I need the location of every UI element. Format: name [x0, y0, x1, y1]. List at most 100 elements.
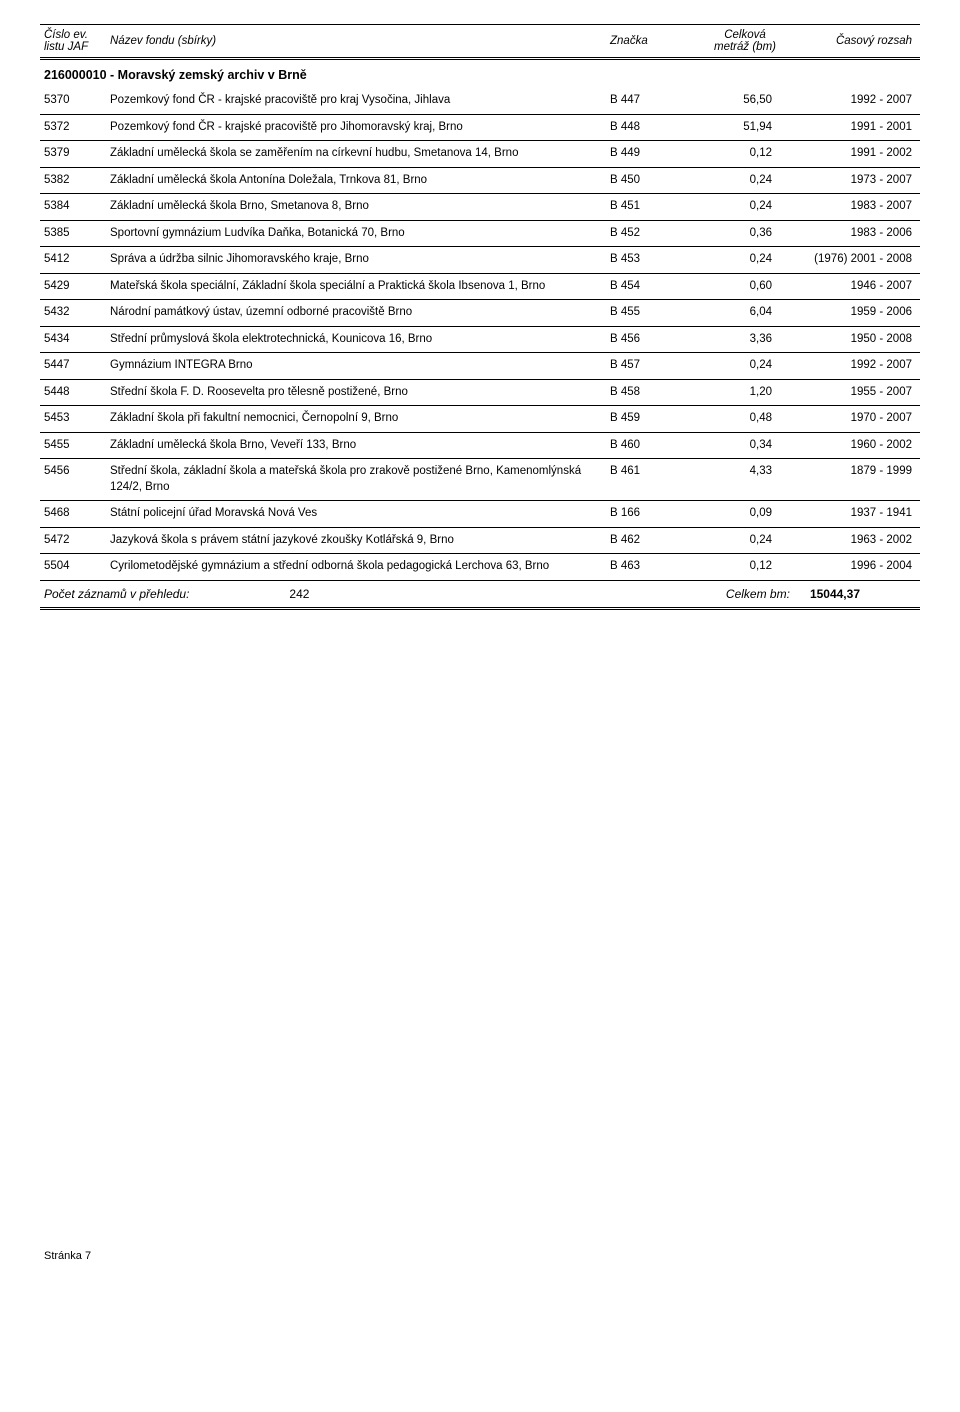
cell-cislo: 5453: [40, 411, 100, 424]
cell-rozsah: 1960 - 2002: [790, 438, 920, 451]
table-row: 5472Jazyková škola s právem státní jazyk…: [40, 528, 920, 555]
cell-nazev: Státní policejní úřad Moravská Nová Ves: [100, 506, 610, 522]
cell-znacka: B 458: [610, 385, 700, 398]
cell-cislo: 5379: [40, 146, 100, 159]
cell-rozsah: 1983 - 2007: [790, 199, 920, 212]
header-rozsah: Časový rozsah: [790, 35, 920, 47]
cell-metraz: 6,04: [700, 305, 790, 318]
cell-metraz: 0,34: [700, 438, 790, 451]
cell-cislo: 5468: [40, 506, 100, 519]
table-row: 5382Základní umělecká škola Antonína Dol…: [40, 168, 920, 195]
cell-metraz: 51,94: [700, 120, 790, 133]
cell-znacka: B 454: [610, 279, 700, 292]
cell-znacka: B 462: [610, 533, 700, 546]
cell-metraz: 0,12: [700, 146, 790, 159]
table-row: 5412Správa a údržba silnic Jihomoravskéh…: [40, 247, 920, 274]
cell-rozsah: 1946 - 2007: [790, 279, 920, 292]
table-row: 5504Cyrilometodějské gymnázium a střední…: [40, 554, 920, 581]
cell-cislo: 5384: [40, 199, 100, 212]
cell-metraz: 0,36: [700, 226, 790, 239]
cell-cislo: 5429: [40, 279, 100, 292]
cell-nazev: Mateřská škola speciální, Základní škola…: [100, 279, 610, 295]
cell-znacka: B 460: [610, 438, 700, 451]
cell-metraz: 4,33: [700, 464, 790, 477]
cell-cislo: 5448: [40, 385, 100, 398]
cell-nazev: Střední škola, základní škola a mateřská…: [100, 464, 610, 495]
table-row: 5384Základní umělecká škola Brno, Smetan…: [40, 194, 920, 221]
cell-metraz: 56,50: [700, 93, 790, 106]
cell-metraz: 0,12: [700, 559, 790, 572]
header-metraz-l2: metráž (bm): [700, 41, 790, 53]
cell-rozsah: 1991 - 2001: [790, 120, 920, 133]
table-row: 5372Pozemkový fond ČR - krajské pracoviš…: [40, 115, 920, 142]
cell-nazev: Základní škola při fakultní nemocnici, Č…: [100, 411, 610, 427]
page-footer: Stránka 7: [40, 1250, 920, 1262]
cell-metraz: 0,24: [700, 533, 790, 546]
table-row: 5434Střední průmyslová škola elektrotech…: [40, 327, 920, 354]
cell-rozsah: 1991 - 2002: [790, 146, 920, 159]
cell-cislo: 5385: [40, 226, 100, 239]
summary-total: 15044,37: [810, 587, 920, 601]
cell-rozsah: 1983 - 2006: [790, 226, 920, 239]
cell-rozsah: 1955 - 2007: [790, 385, 920, 398]
cell-rozsah: 1970 - 2007: [790, 411, 920, 424]
cell-metraz: 3,36: [700, 332, 790, 345]
cell-znacka: B 455: [610, 305, 700, 318]
section-title: 216000010 - Moravský zemský archiv v Brn…: [40, 60, 920, 88]
cell-cislo: 5455: [40, 438, 100, 451]
cell-rozsah: (1976) 2001 - 2008: [790, 252, 920, 265]
table-row: 5453Základní škola při fakultní nemocnic…: [40, 406, 920, 433]
cell-nazev: Pozemkový fond ČR - krajské pracoviště p…: [100, 120, 610, 136]
cell-nazev: Základní umělecká škola Brno, Veveří 133…: [100, 438, 610, 454]
table-row: 5447Gymnázium INTEGRA BrnoB 4570,241992 …: [40, 353, 920, 380]
cell-cislo: 5370: [40, 93, 100, 106]
cell-znacka: B 453: [610, 252, 700, 265]
cell-cislo: 5412: [40, 252, 100, 265]
cell-nazev: Sportovní gymnázium Ludvíka Daňka, Botan…: [100, 226, 610, 242]
cell-znacka: B 459: [610, 411, 700, 424]
table-row: 5455Základní umělecká škola Brno, Veveří…: [40, 433, 920, 460]
cell-metraz: 0,60: [700, 279, 790, 292]
cell-znacka: B 463: [610, 559, 700, 572]
rows-container: 5370 Pozemkový fond ČR - krajské pracoviš…: [40, 88, 920, 581]
cell-metraz: 0,09: [700, 506, 790, 519]
header-metraz: Celková metráž (bm): [700, 29, 790, 53]
table-row: 5468Státní policejní úřad Moravská Nová …: [40, 501, 920, 528]
cell-metraz: 0,24: [700, 252, 790, 265]
table-row: 5432Národní památkový ústav, územní odbo…: [40, 300, 920, 327]
cell-cislo: 5456: [40, 464, 100, 477]
cell-metraz: 0,24: [700, 199, 790, 212]
cell-metraz: 0,24: [700, 358, 790, 371]
cell-znacka: B 457: [610, 358, 700, 371]
summary-row: Počet záznamů v přehledu: 242 Celkem bm:…: [40, 581, 920, 610]
cell-nazev: Základní umělecká škola Antonína Doležal…: [100, 173, 610, 189]
cell-znacka: B 447: [610, 93, 700, 106]
cell-rozsah: 1879 - 1999: [790, 464, 920, 477]
cell-cislo: 5447: [40, 358, 100, 371]
header-nazev: Název fondu (sbírky): [100, 35, 610, 47]
cell-nazev: Cyrilometodějské gymnázium a střední odb…: [100, 559, 610, 575]
cell-rozsah: 1937 - 1941: [790, 506, 920, 519]
cell-znacka: B 166: [610, 506, 700, 519]
header-cislo: Číslo ev. listu JAF: [40, 29, 100, 53]
table-row: 5385Sportovní gymnázium Ludvíka Daňka, B…: [40, 221, 920, 248]
cell-nazev: Národní památkový ústav, územní odborné …: [100, 305, 610, 321]
cell-znacka: B 461: [610, 464, 700, 477]
cell-rozsah: 1992 - 2007: [790, 93, 920, 106]
cell-cislo: 5372: [40, 120, 100, 133]
cell-cislo: 5472: [40, 533, 100, 546]
summary-label: Počet záznamů v přehledu:: [40, 587, 189, 601]
cell-rozsah: 1963 - 2002: [790, 533, 920, 546]
header-znacka: Značka: [610, 35, 700, 47]
table-row: 5448Střední škola F. D. Roosevelta pro t…: [40, 380, 920, 407]
cell-nazev: Správa a údržba silnic Jihomoravského kr…: [100, 252, 610, 268]
summary-count: 242: [189, 587, 309, 601]
summary-mid-label: Celkem bm:: [309, 587, 809, 601]
cell-cislo: 5434: [40, 332, 100, 345]
cell-nazev: Základní umělecká škola Brno, Smetanova …: [100, 199, 610, 215]
table-row: 5456Střední škola, základní škola a mate…: [40, 459, 920, 501]
cell-znacka: B 449: [610, 146, 700, 159]
cell-znacka: B 456: [610, 332, 700, 345]
cell-rozsah: 1973 - 2007: [790, 173, 920, 186]
header-cislo-l2: listu JAF: [44, 41, 100, 53]
